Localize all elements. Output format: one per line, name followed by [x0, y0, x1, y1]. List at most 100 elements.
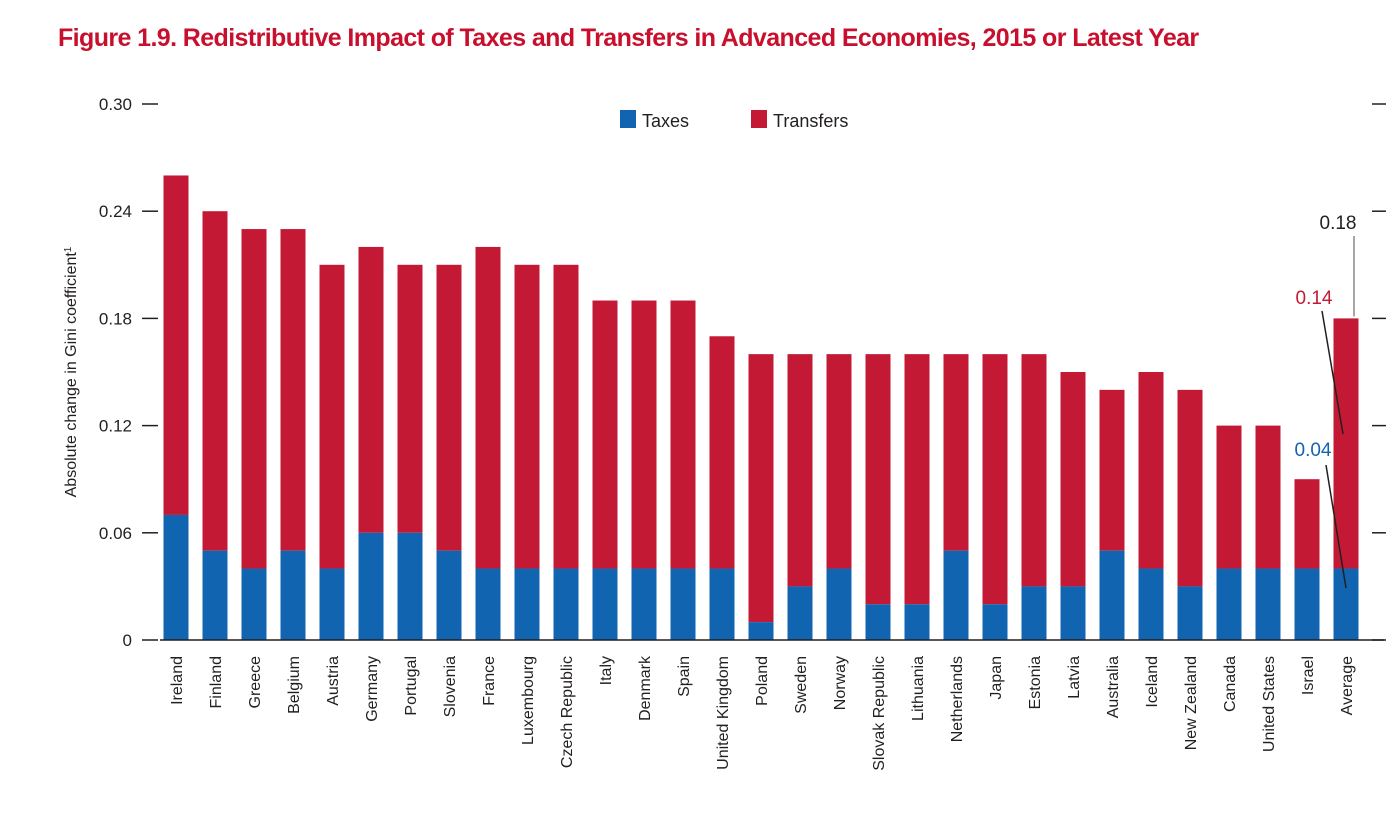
- bar-transfers-12: [631, 300, 657, 569]
- bar-taxes-18: [865, 604, 891, 640]
- bar-taxes-23: [1060, 586, 1086, 640]
- bar-transfers-24: [1099, 389, 1125, 551]
- x-category-label: Portugal: [403, 656, 420, 716]
- bar-taxes-30: [1333, 568, 1359, 640]
- bar-taxes-10: [553, 568, 579, 640]
- bar-taxes-14: [709, 568, 735, 640]
- bar-taxes-19: [904, 604, 930, 640]
- bar-taxes-0: [163, 514, 189, 640]
- y-tick-label: 0.18: [99, 309, 132, 328]
- x-category-label: Finland: [208, 656, 225, 708]
- bar-transfers-5: [358, 246, 384, 533]
- y-tick-label: 0.30: [99, 95, 132, 114]
- x-category-label: Luxembourg: [520, 656, 537, 745]
- x-category-label: Austria: [325, 656, 342, 706]
- bar-transfers-6: [397, 264, 423, 533]
- bar-taxes-20: [943, 550, 969, 640]
- bar-taxes-22: [1021, 586, 1047, 640]
- bar-taxes-8: [475, 568, 501, 640]
- bar-transfers-1: [202, 211, 228, 551]
- bar-taxes-15: [748, 622, 774, 640]
- bar-transfers-28: [1255, 425, 1281, 569]
- x-category-label: Greece: [247, 656, 264, 709]
- x-category-label: Japan: [988, 656, 1005, 700]
- x-category-label: New Zealand: [1183, 656, 1200, 750]
- bar-transfers-19: [904, 354, 930, 605]
- x-category-label: Spain: [676, 656, 693, 697]
- bar-taxes-29: [1294, 568, 1320, 640]
- bar-transfers-4: [319, 264, 345, 569]
- bar-transfers-18: [865, 354, 891, 605]
- bar-taxes-5: [358, 532, 384, 640]
- bar-taxes-7: [436, 550, 462, 640]
- bar-taxes-12: [631, 568, 657, 640]
- bar-taxes-2: [241, 568, 267, 640]
- legend-transfers-label: Transfers: [773, 111, 848, 131]
- y-tick-label: 0.12: [99, 417, 132, 436]
- x-category-label: Average: [1339, 656, 1356, 715]
- bar-taxes-25: [1138, 568, 1164, 640]
- bar-transfers-16: [787, 354, 813, 587]
- x-category-label: Lithuania: [910, 656, 927, 721]
- bar-taxes-11: [592, 568, 618, 640]
- x-category-label: United States: [1261, 656, 1278, 752]
- leader-line-taxes: [1325, 464, 1347, 589]
- x-category-label: Slovak Republic: [871, 656, 888, 771]
- x-category-label: Iceland: [1144, 656, 1161, 708]
- x-category-label: Israel: [1300, 656, 1317, 695]
- x-category-label: Czech Republic: [559, 656, 576, 768]
- bar-transfers-9: [514, 264, 540, 569]
- bar-transfers-22: [1021, 354, 1047, 587]
- x-category-label: Italy: [598, 656, 615, 685]
- y-axis-label: Absolute change in Gini coefficient1: [63, 246, 81, 497]
- annotation-average-total: 0.18: [1320, 213, 1357, 234]
- bar-transfers-21: [982, 354, 1008, 605]
- x-category-label: Slovenia: [442, 656, 459, 717]
- y-tick-label: 0.06: [99, 524, 132, 543]
- annotation-average-transfers: 0.14: [1296, 288, 1333, 309]
- bar-taxes-28: [1255, 568, 1281, 640]
- bar-taxes-21: [982, 604, 1008, 640]
- bar-transfers-11: [592, 300, 618, 569]
- legend-taxes-label: Taxes: [642, 111, 689, 131]
- bar-taxes-4: [319, 568, 345, 640]
- bar-taxes-27: [1216, 568, 1242, 640]
- bar-transfers-10: [553, 264, 579, 569]
- bar-transfers-2: [241, 229, 267, 569]
- x-category-label: Germany: [364, 656, 381, 722]
- bar-transfers-15: [748, 354, 774, 623]
- bar-transfers-27: [1216, 425, 1242, 569]
- x-category-label: United Kingdom: [715, 656, 732, 770]
- bar-transfers-30: [1333, 318, 1359, 569]
- bar-transfers-29: [1294, 479, 1320, 569]
- bar-taxes-13: [670, 568, 696, 640]
- y-tick-label: 0: [123, 631, 132, 650]
- leader-line-transfers: [1321, 310, 1344, 435]
- x-category-label: Sweden: [793, 656, 810, 714]
- figure-title: Figure 1.9. Redistributive Impact of Tax…: [58, 24, 1199, 52]
- bar-taxes-24: [1099, 550, 1125, 640]
- x-category-label: France: [481, 656, 498, 706]
- x-category-label: Ireland: [169, 656, 186, 705]
- bar-transfers-14: [709, 336, 735, 569]
- x-category-label: Netherlands: [949, 656, 966, 742]
- bar-transfers-17: [826, 354, 852, 569]
- bar-transfers-0: [163, 175, 189, 515]
- x-category-label: Canada: [1222, 656, 1239, 712]
- x-category-label: Belgium: [286, 656, 303, 714]
- bar-transfers-25: [1138, 372, 1164, 569]
- bar-transfers-20: [943, 354, 969, 551]
- bar-taxes-6: [397, 532, 423, 640]
- bar-transfers-8: [475, 246, 501, 569]
- bar-taxes-1: [202, 550, 228, 640]
- bar-transfers-7: [436, 264, 462, 551]
- legend-transfers-swatch: [751, 110, 767, 128]
- x-category-label: Denmark: [637, 655, 654, 721]
- legend-taxes-swatch: [620, 110, 636, 128]
- x-category-label: Estonia: [1027, 656, 1044, 709]
- x-category-label: Norway: [832, 656, 849, 710]
- x-category-label: Australia: [1105, 656, 1122, 718]
- x-category-label: Latvia: [1066, 656, 1083, 699]
- y-tick-label: 0.24: [99, 202, 132, 221]
